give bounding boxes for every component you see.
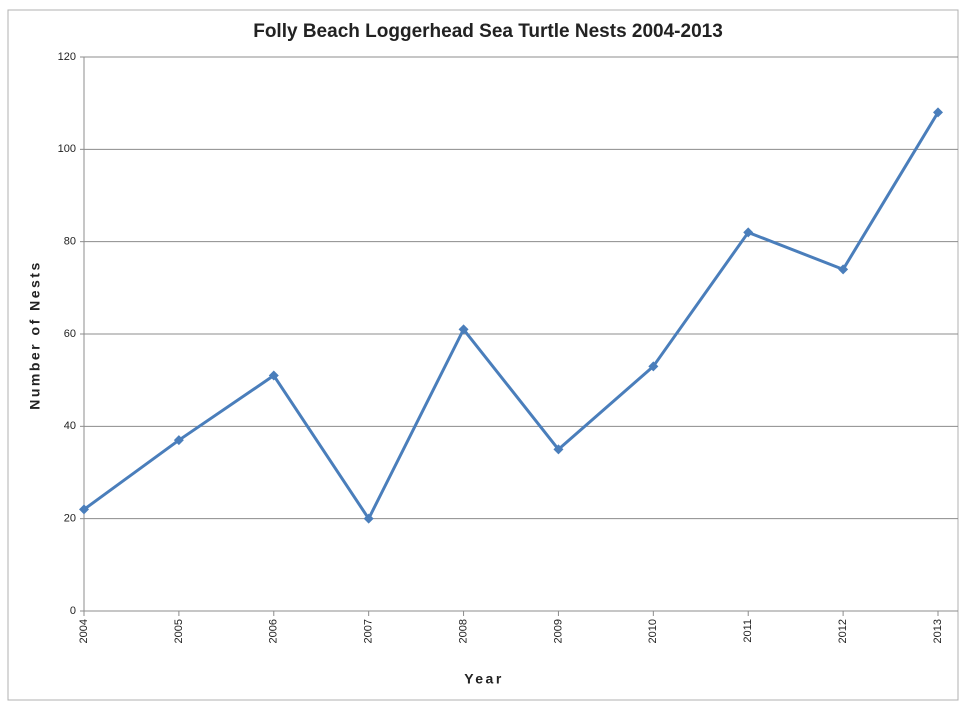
x-tick-label: 2008 (457, 619, 469, 643)
x-tick-label: 2009 (552, 619, 564, 643)
y-tick-label: 120 (58, 51, 76, 63)
x-tick-label: 2013 (932, 619, 944, 643)
x-tick-label: 2012 (837, 619, 849, 643)
data-marker (363, 513, 374, 524)
x-tick-label: 2011 (742, 619, 754, 643)
data-marker (458, 324, 469, 335)
data-marker (553, 444, 564, 455)
y-axis-title: Number of Nests (27, 260, 43, 410)
y-tick-label: 100 (58, 143, 76, 155)
y-tick-label: 40 (64, 420, 76, 432)
x-tick-label: 2006 (268, 619, 280, 643)
data-marker (648, 361, 659, 372)
data-marker (933, 107, 943, 118)
x-axis-title: Year (464, 671, 504, 687)
x-tick-label: 2010 (647, 619, 659, 643)
y-tick-label: 60 (64, 328, 76, 340)
y-tick-label: 80 (64, 236, 76, 248)
data-marker (268, 370, 279, 381)
x-tick-label: 2004 (78, 619, 90, 643)
data-line (83, 111, 940, 521)
x-tick-label: 2005 (173, 619, 185, 643)
data-marker (79, 504, 89, 515)
chart-title: Folly Beach Loggerhead Sea Turtle Nests … (253, 21, 723, 42)
x-tick-label: 2007 (363, 619, 375, 643)
y-tick-label: 0 (70, 605, 76, 617)
data-marker (173, 435, 184, 446)
y-tick-label: 20 (64, 513, 76, 525)
data-marker (838, 264, 849, 275)
data-marker (743, 227, 754, 238)
